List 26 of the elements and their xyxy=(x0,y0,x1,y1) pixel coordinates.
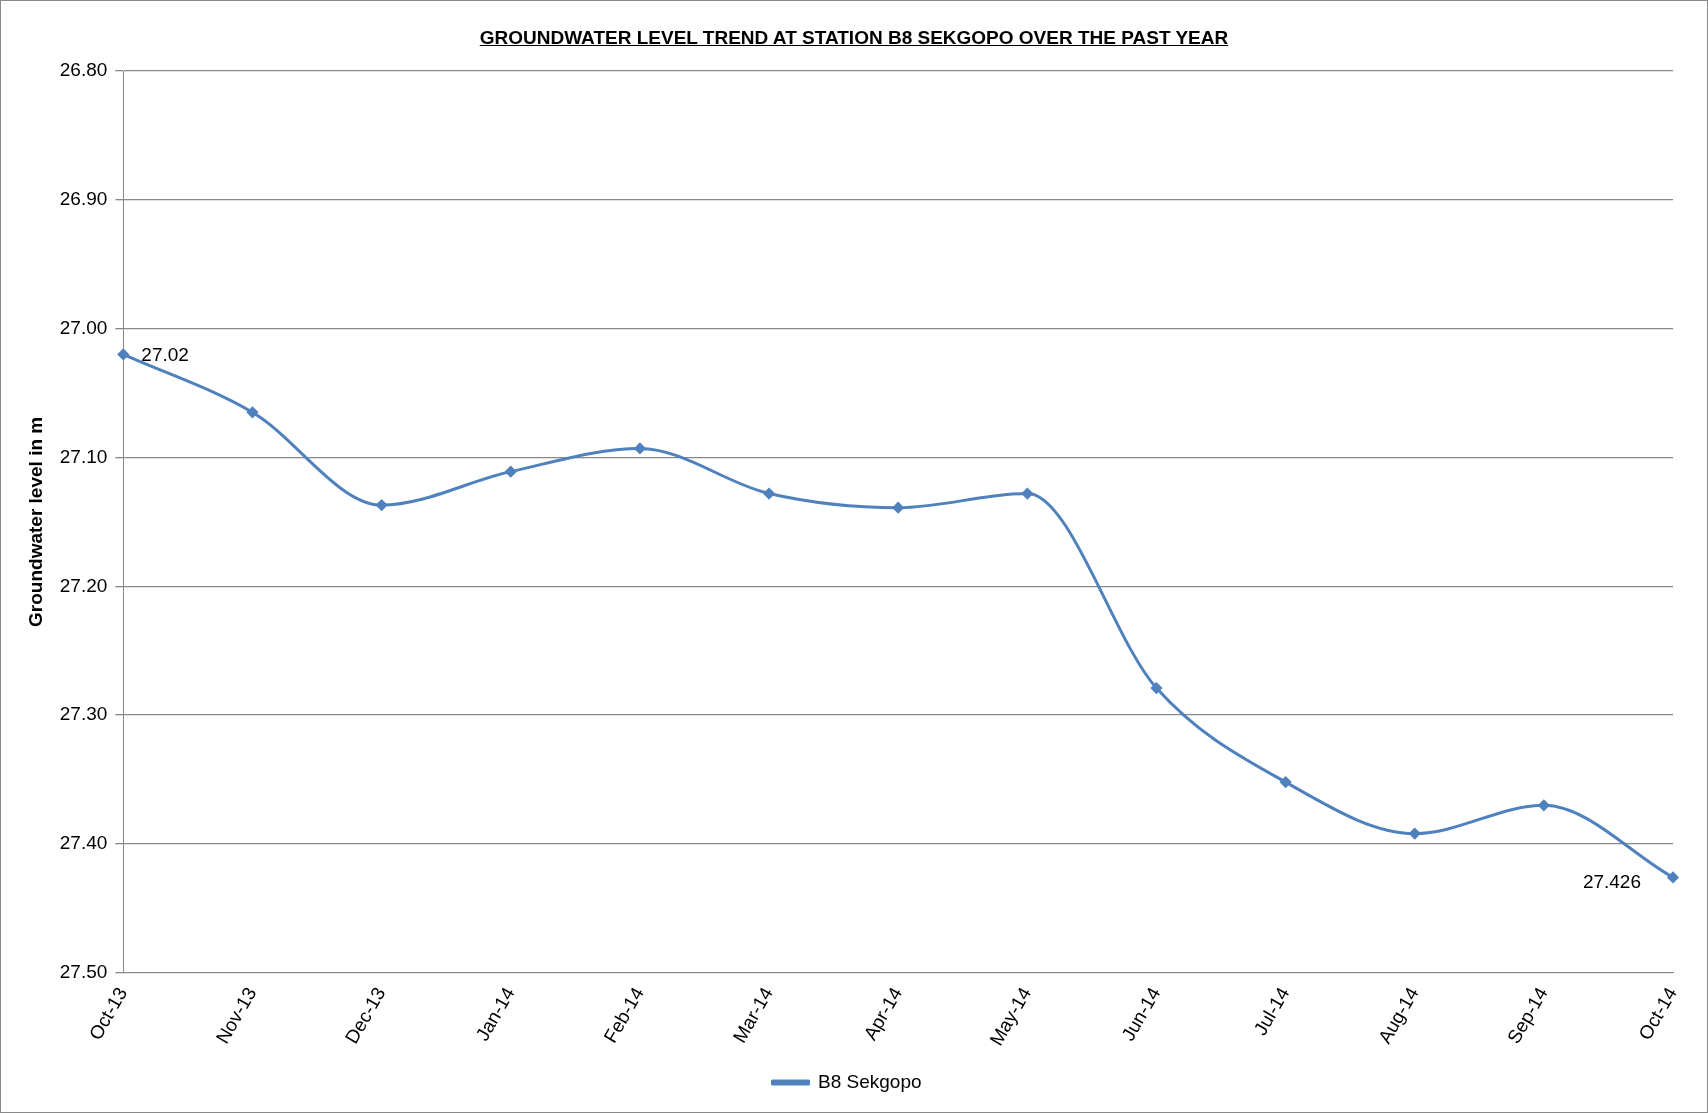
point xyxy=(1021,488,1033,500)
data-label: 27.02 xyxy=(141,343,189,365)
point xyxy=(1150,682,1162,694)
y-axis-title: Groundwater level in m xyxy=(24,416,46,627)
y-tick-label: 27.10 xyxy=(59,445,108,467)
point xyxy=(634,442,646,454)
point xyxy=(376,499,388,511)
legend-label: B8 Sekgopo xyxy=(817,1070,922,1092)
y-tick-label: 27.20 xyxy=(59,574,108,596)
point xyxy=(763,488,775,500)
y-tick-label: 27.00 xyxy=(59,316,108,338)
point xyxy=(117,348,129,360)
point xyxy=(1409,828,1421,840)
data-label: 27.426 xyxy=(1582,871,1641,893)
y-tick-label: 27.30 xyxy=(59,703,108,725)
point xyxy=(1667,871,1679,883)
y-tick-label: 26.90 xyxy=(59,188,108,210)
point xyxy=(1538,799,1550,811)
point xyxy=(1280,776,1292,788)
y-tick-label: 26.80 xyxy=(59,59,108,81)
y-tick-label: 27.40 xyxy=(59,832,108,854)
point xyxy=(892,502,904,514)
y-tick-label: 27.50 xyxy=(59,960,108,982)
chart-title: GROUNDWATER LEVEL TREND AT STATION B8 SEKGOPO OVER THE PAST YEAR xyxy=(478,27,1230,49)
point xyxy=(505,466,517,478)
point xyxy=(246,406,258,418)
